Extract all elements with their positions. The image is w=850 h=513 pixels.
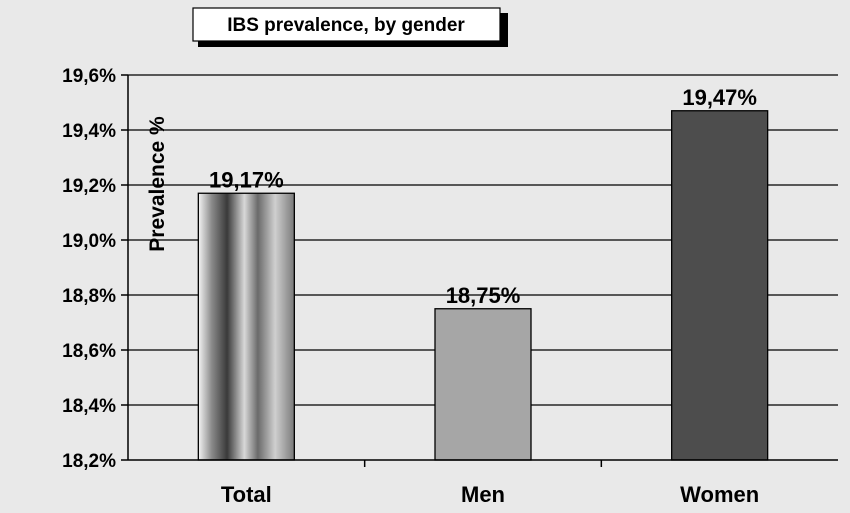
chart-title-group: IBS prevalence, by gender bbox=[192, 7, 508, 47]
y-axis-label: Prevalence % bbox=[146, 116, 169, 252]
y-axis-ticks: 18,2% 18,4% 18,6% 18,8% 19,0% 19,2% 19,4% 19,6% bbox=[62, 66, 128, 472]
bar-women bbox=[671, 110, 769, 461]
category-label-women: Women bbox=[680, 482, 759, 507]
data-label-men: 18,75% bbox=[446, 283, 521, 308]
category-label-total: Total bbox=[221, 482, 272, 507]
chart-title: IBS prevalence, by gender bbox=[227, 15, 465, 36]
y-tick-label: 19,0% bbox=[62, 231, 116, 252]
y-tick-label: 19,6% bbox=[62, 66, 116, 87]
y-tick-label: 19,2% bbox=[62, 176, 116, 197]
category-labels: Total Men Women bbox=[221, 460, 759, 507]
y-tick-label: 19,4% bbox=[62, 121, 116, 142]
y-tick-label: 18,4% bbox=[62, 396, 116, 417]
data-label-women: 19,47% bbox=[682, 85, 757, 110]
bar-men bbox=[434, 308, 532, 461]
category-label-men: Men bbox=[461, 482, 505, 507]
data-labels: 19,17% 18,75% 19,47% bbox=[209, 85, 757, 308]
y-tick-label: 18,8% bbox=[62, 286, 116, 307]
bar-total bbox=[197, 192, 295, 461]
bars bbox=[197, 110, 769, 461]
y-tick-label: 18,6% bbox=[62, 341, 116, 362]
data-label-total: 19,17% bbox=[209, 167, 284, 192]
chart-title-box bbox=[192, 7, 501, 42]
y-tick-label: 18,2% bbox=[62, 451, 116, 472]
